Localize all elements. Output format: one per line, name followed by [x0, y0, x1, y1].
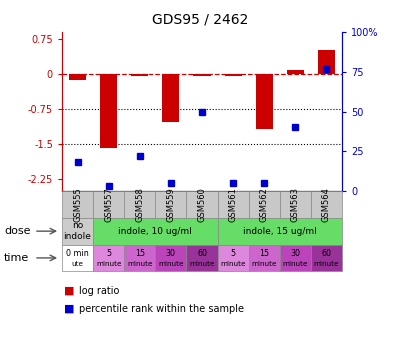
Text: time: time — [4, 253, 29, 263]
Bar — [162, 74, 180, 122]
Text: 15: 15 — [135, 248, 145, 258]
Text: 30: 30 — [290, 248, 300, 258]
Text: 5: 5 — [106, 248, 111, 258]
Text: minute: minute — [282, 261, 308, 267]
Text: 60: 60 — [322, 248, 332, 258]
Text: GDS95 / 2462: GDS95 / 2462 — [152, 12, 248, 26]
Text: minute: minute — [220, 261, 246, 267]
Text: minute: minute — [127, 261, 152, 267]
Text: log ratio: log ratio — [79, 286, 120, 296]
Text: ute: ute — [72, 261, 84, 267]
Text: GSM564: GSM564 — [322, 187, 331, 222]
Bar — [318, 50, 335, 74]
Text: GSM562: GSM562 — [260, 187, 269, 222]
Bar — [69, 74, 86, 80]
Text: GSM561: GSM561 — [229, 187, 238, 222]
Text: minute: minute — [96, 261, 122, 267]
Text: GSM555: GSM555 — [73, 187, 82, 222]
Bar — [224, 74, 242, 76]
Text: 5: 5 — [230, 248, 236, 258]
Text: GSM559: GSM559 — [166, 187, 175, 222]
Text: 60: 60 — [197, 248, 207, 258]
Text: GSM557: GSM557 — [104, 187, 113, 222]
Bar — [131, 74, 148, 76]
Text: minute: minute — [189, 261, 215, 267]
Bar — [100, 74, 117, 147]
Text: GSM563: GSM563 — [291, 187, 300, 222]
Text: percentile rank within the sample: percentile rank within the sample — [79, 304, 244, 314]
Text: minute: minute — [158, 261, 184, 267]
Text: indole, 15 ug/ml: indole, 15 ug/ml — [243, 227, 317, 236]
Text: no
indole: no indole — [64, 221, 92, 241]
Text: dose: dose — [4, 226, 30, 236]
Text: indole, 10 ug/ml: indole, 10 ug/ml — [118, 227, 192, 236]
Text: 30: 30 — [166, 248, 176, 258]
Text: minute: minute — [252, 261, 277, 267]
Text: ■: ■ — [64, 304, 74, 314]
Text: GSM560: GSM560 — [198, 187, 206, 222]
Text: 15: 15 — [259, 248, 269, 258]
Text: GSM558: GSM558 — [135, 187, 144, 222]
Bar — [194, 74, 210, 76]
Bar — [256, 74, 273, 129]
Text: minute: minute — [314, 261, 339, 267]
Text: 0 min: 0 min — [66, 248, 89, 258]
Text: ■: ■ — [64, 286, 74, 296]
Bar — [287, 70, 304, 74]
